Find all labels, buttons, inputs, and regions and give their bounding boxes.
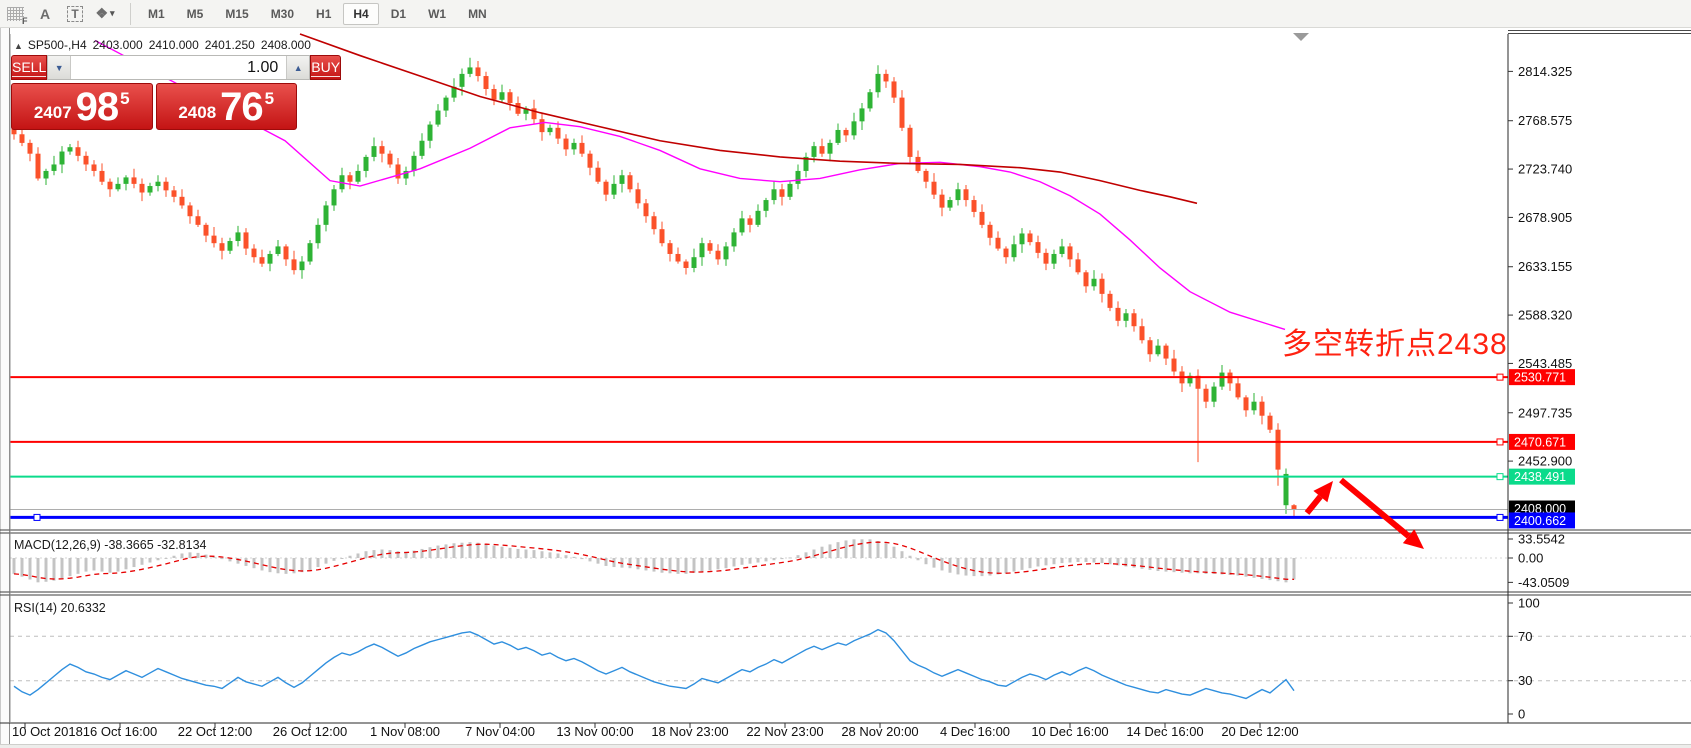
volume-increase-button[interactable]: ▲ bbox=[286, 56, 310, 79]
tf-button-H4[interactable]: H4 bbox=[343, 2, 379, 25]
price-tick: 2723.740 bbox=[1518, 162, 1572, 177]
bottom-edge-strip bbox=[0, 744, 1691, 748]
sell-price-sup: 5 bbox=[120, 89, 130, 108]
rsi-line bbox=[13, 628, 1295, 700]
ohlc-high: 2410.000 bbox=[148, 38, 199, 52]
price-tick: 2497.735 bbox=[1518, 405, 1572, 420]
tf-button-M15[interactable]: M15 bbox=[225, 6, 249, 21]
date-label: 20 Dec 12:00 bbox=[1221, 724, 1298, 739]
arrow-annotation-2[interactable] bbox=[1339, 477, 1411, 539]
ohlc-close: 2408.000 bbox=[260, 38, 311, 52]
svg-text:2400.662: 2400.662 bbox=[1514, 514, 1566, 528]
tf-button-M1[interactable]: M1 bbox=[148, 6, 165, 21]
arrow-head-1 bbox=[1313, 481, 1333, 503]
buy-price-big: 76 bbox=[220, 85, 263, 129]
text-box-icon[interactable]: T bbox=[60, 2, 90, 26]
svg-text:2470.671: 2470.671 bbox=[1514, 435, 1566, 449]
label-a-icon[interactable]: A bbox=[39, 5, 51, 22]
macd-tick: -43.0509 bbox=[1518, 575, 1569, 590]
date-label: 1 Nov 08:00 bbox=[370, 724, 440, 739]
volume-input[interactable] bbox=[71, 56, 287, 79]
price-tick: 2678.905 bbox=[1518, 210, 1572, 225]
ohlc-low: 2401.250 bbox=[204, 38, 255, 52]
symbol-period: SP500-,H4 bbox=[27, 38, 87, 52]
date-label: 18 Nov 23:00 bbox=[651, 724, 728, 739]
macd-signal-line bbox=[13, 541, 1295, 580]
price-tick: 2814.325 bbox=[1518, 64, 1572, 79]
tf-button-MN[interactable]: MN bbox=[468, 6, 487, 21]
macd-indicator-label: MACD(12,26,9) -38.3665 -32.8134 bbox=[14, 538, 207, 552]
collapse-panel-icon[interactable]: ▲ bbox=[14, 41, 23, 51]
volume-control: ▼ ▲ bbox=[47, 55, 311, 80]
svg-text:2530.771: 2530.771 bbox=[1514, 371, 1566, 385]
candlestick-series bbox=[11, 57, 1297, 516]
price-tick: 2452.900 bbox=[1518, 454, 1572, 469]
date-label: 13 Nov 00:00 bbox=[556, 724, 633, 739]
grid-f-icon[interactable]: F bbox=[0, 2, 30, 26]
date-label: 7 Nov 04:00 bbox=[465, 724, 535, 739]
top-toolbar: F A T ❖ ▾ M1 M5 M15 M30 H1 H4 D1 W1 MN bbox=[0, 0, 1691, 28]
hline-handle[interactable] bbox=[1496, 473, 1504, 481]
date-label: 22 Nov 23:00 bbox=[746, 724, 823, 739]
ma-slow-line bbox=[299, 33, 1198, 205]
macd-histogram bbox=[12, 539, 1296, 583]
chart-window: 2814.325 2768.575 2723.740 2678.905 2633.155… bbox=[0, 28, 1691, 748]
buy-price-small: 2408 bbox=[178, 103, 217, 122]
ma-fast-line bbox=[94, 39, 1286, 331]
tf-button-W1[interactable]: W1 bbox=[428, 6, 447, 21]
timeframe-button-group: M1 M5 M15 M30 H1 H4 D1 W1 MN bbox=[137, 2, 498, 25]
hline-handle[interactable] bbox=[33, 513, 41, 521]
ohlc-header: ▲ SP500-,H4 2403.000 2410.000 2401.250 2408.0… bbox=[14, 38, 317, 52]
sell-button[interactable]: SELL bbox=[11, 55, 48, 80]
arrow-annotation-1[interactable] bbox=[1304, 494, 1323, 515]
sell-price-box[interactable]: 2407 98 5 bbox=[11, 83, 153, 130]
date-label: 10 Dec 16:00 bbox=[1031, 724, 1108, 739]
hline-handle[interactable] bbox=[1496, 438, 1504, 446]
price-badge-2470.671 bbox=[1509, 433, 1575, 450]
hline-handle[interactable] bbox=[1496, 513, 1504, 521]
date-label: 16 Oct 16:00 bbox=[83, 724, 157, 739]
toolbar-separator bbox=[130, 2, 131, 25]
buy-price-box[interactable]: 2408 76 5 bbox=[155, 83, 297, 130]
hline-handle[interactable] bbox=[1496, 373, 1504, 381]
date-label: 10 Oct 2018 bbox=[12, 724, 83, 739]
date-label: 14 Dec 16:00 bbox=[1126, 724, 1203, 739]
macd-tick: 0.00 bbox=[1518, 551, 1543, 566]
price-tick: 2633.155 bbox=[1518, 259, 1572, 274]
rsi-tick: 70 bbox=[1518, 629, 1532, 644]
svg-text:2438.491: 2438.491 bbox=[1514, 470, 1566, 484]
rsi-tick: 30 bbox=[1518, 673, 1532, 688]
volume-decrease-button[interactable]: ▼ bbox=[48, 56, 72, 79]
price-tick: 2768.575 bbox=[1518, 113, 1572, 128]
tf-button-M5[interactable]: M5 bbox=[186, 6, 204, 21]
rsi-indicator-label: RSI(14) 20.6332 bbox=[14, 601, 106, 615]
price-tick: 2543.485 bbox=[1518, 356, 1572, 371]
text-annotation[interactable]: 多空转折点2438 bbox=[1282, 328, 1508, 361]
date-label: 26 Oct 12:00 bbox=[273, 724, 347, 739]
price-badge-2438.491 bbox=[1509, 468, 1575, 485]
date-label: 4 Dec 16:00 bbox=[940, 724, 1010, 739]
tf-button-D1[interactable]: D1 bbox=[390, 6, 407, 21]
macd-tick: 33.5542 bbox=[1518, 532, 1565, 547]
chart-canvas: 2814.325 2768.575 2723.740 2678.905 2633.155… bbox=[0, 28, 1691, 744]
rsi-tick: 0 bbox=[1518, 707, 1525, 722]
ohlc-open: 2403.000 bbox=[92, 38, 143, 52]
rsi-tick: 100 bbox=[1518, 596, 1540, 611]
arrow-head-2 bbox=[1402, 529, 1424, 549]
price-badge-2400.662 bbox=[1509, 512, 1575, 529]
date-label: 28 Nov 20:00 bbox=[841, 724, 918, 739]
date-label: 22 Oct 12:00 bbox=[178, 724, 252, 739]
tf-button-M30[interactable]: M30 bbox=[270, 6, 295, 21]
chart-shift-marker[interactable] bbox=[1293, 33, 1309, 41]
sell-price-big: 98 bbox=[75, 85, 119, 129]
tf-button-H1[interactable]: H1 bbox=[316, 6, 332, 21]
price-badge-2530.771 bbox=[1509, 369, 1575, 386]
arrows-tool-icon[interactable]: ❖ ▾ bbox=[95, 5, 115, 21]
sell-price-small: 2407 bbox=[33, 103, 72, 122]
buy-price-sup: 5 bbox=[264, 89, 275, 108]
chevron-down-icon: ▾ bbox=[110, 8, 115, 18]
buy-button[interactable]: BUY bbox=[310, 55, 342, 80]
price-tick: 2588.320 bbox=[1518, 308, 1572, 323]
